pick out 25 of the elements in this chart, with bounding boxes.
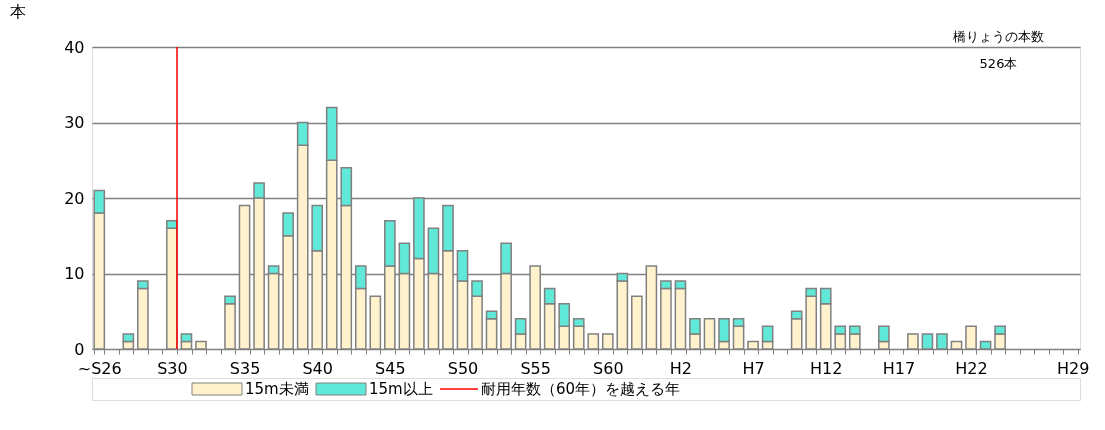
x-tick-label: H22 bbox=[955, 358, 988, 378]
x-tick-label: S30 bbox=[157, 358, 188, 378]
legend-label: 15m以上 bbox=[369, 380, 433, 398]
x-tick-label: H2 bbox=[669, 358, 693, 378]
y-tick-label: 20 bbox=[64, 188, 85, 208]
x-tick-label: S50 bbox=[447, 358, 479, 378]
annotation: 526本 bbox=[979, 56, 1018, 72]
x-tick-label: S45 bbox=[375, 358, 406, 378]
y-tick-label: 0 bbox=[74, 339, 85, 359]
x-tick-label: S40 bbox=[302, 358, 333, 378]
y-tick-label: 10 bbox=[64, 264, 85, 283]
x-tick-label: S60 bbox=[593, 358, 624, 378]
legend-label: 耐用年数（60年）を越える年 bbox=[481, 380, 681, 398]
x-tick-label: ~S26 bbox=[77, 358, 122, 378]
x-tick-label: H17 bbox=[882, 358, 916, 378]
x-tick-label: S55 bbox=[520, 358, 551, 378]
y-tick-label: 30 bbox=[64, 113, 85, 132]
legend-label: 15m未満 bbox=[245, 380, 309, 398]
x-tick-label: H29 bbox=[1057, 358, 1090, 378]
text: 橋りょうの本数 bbox=[953, 28, 1044, 44]
y-tick-label: 40 bbox=[64, 37, 85, 57]
x-tick-label: H12 bbox=[810, 358, 843, 378]
y-axis-title: 本 bbox=[9, 1, 26, 21]
x-tick-label: S35 bbox=[229, 358, 261, 378]
x-tick-label: H7 bbox=[742, 358, 765, 378]
